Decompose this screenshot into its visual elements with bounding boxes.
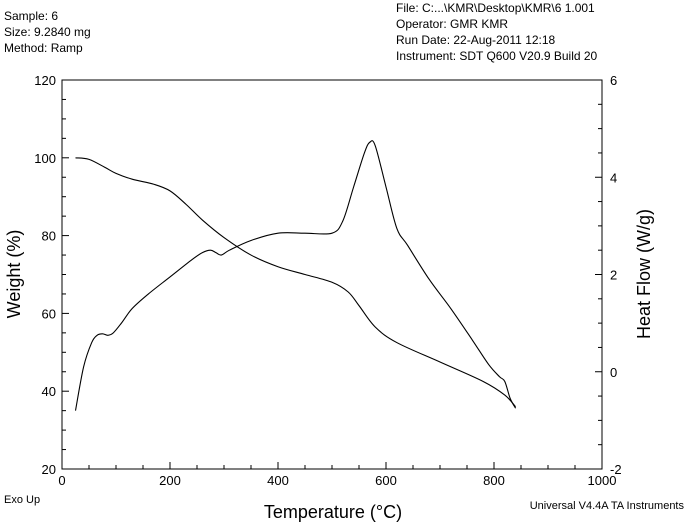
size-label: Size: 9.2840 mg: [4, 25, 91, 39]
instrument-label: Instrument: SDT Q600 V20.9 Build 20: [396, 49, 598, 63]
x-axis-title: Temperature (°C): [264, 502, 402, 522]
run-date-label: Run Date: 22-Aug-2011 12:18: [396, 33, 556, 47]
file-label: File: C:...\KMR\Desktop\KMR\6 1.001: [396, 1, 595, 15]
heat-flow-line: [74, 140, 517, 411]
y-tick-label: 20: [42, 462, 56, 477]
sample-label: Sample: 6: [4, 9, 59, 23]
software-footer: Universal V4.4A TA Instruments: [529, 500, 684, 512]
x-tick-label: 1000: [588, 473, 617, 488]
y2-tick-label: 4: [610, 170, 617, 185]
tick-labels-group: 0 200 400 600 800 1000 20 40 60 80 100 120 -2 0 2 4 6: [34, 73, 621, 488]
y-axis-title: Weight (%): [4, 230, 24, 319]
y-tick-label: 80: [42, 229, 56, 244]
y-tick-label: 40: [42, 384, 56, 399]
x-tick-label: 600: [375, 473, 397, 488]
weight-line: [75, 157, 517, 408]
series-group: [74, 140, 517, 411]
ticks-group: [61, 79, 603, 470]
sample-info: Sample: 6 Size: 9.2840 mg Method: Ramp: [4, 8, 91, 56]
x-tick-label: 0: [58, 473, 65, 488]
y2-tick-label: 0: [610, 365, 617, 380]
y2-tick-label: -2: [610, 462, 622, 477]
y2-tick-label: 6: [610, 73, 617, 88]
x-tick-label: 200: [159, 473, 181, 488]
y-tick-label: 120: [34, 73, 56, 88]
y-tick-label: 100: [34, 151, 56, 166]
run-info: File: C:...\KMR\Desktop\KMR\6 1.001 Oper…: [396, 0, 597, 64]
y-tick-label: 60: [42, 306, 56, 321]
y2-axis-title: Heat Flow (W/g): [634, 209, 654, 339]
exo-up-note: Exo Up: [4, 494, 41, 506]
operator-label: Operator: GMR KMR: [396, 17, 509, 31]
x-tick-label: 800: [483, 473, 505, 488]
y2-tick-label: 2: [610, 268, 617, 283]
plot-area-frame: [61, 79, 603, 470]
method-label: Method: Ramp: [4, 41, 83, 55]
x-tick-label: 400: [267, 473, 289, 488]
